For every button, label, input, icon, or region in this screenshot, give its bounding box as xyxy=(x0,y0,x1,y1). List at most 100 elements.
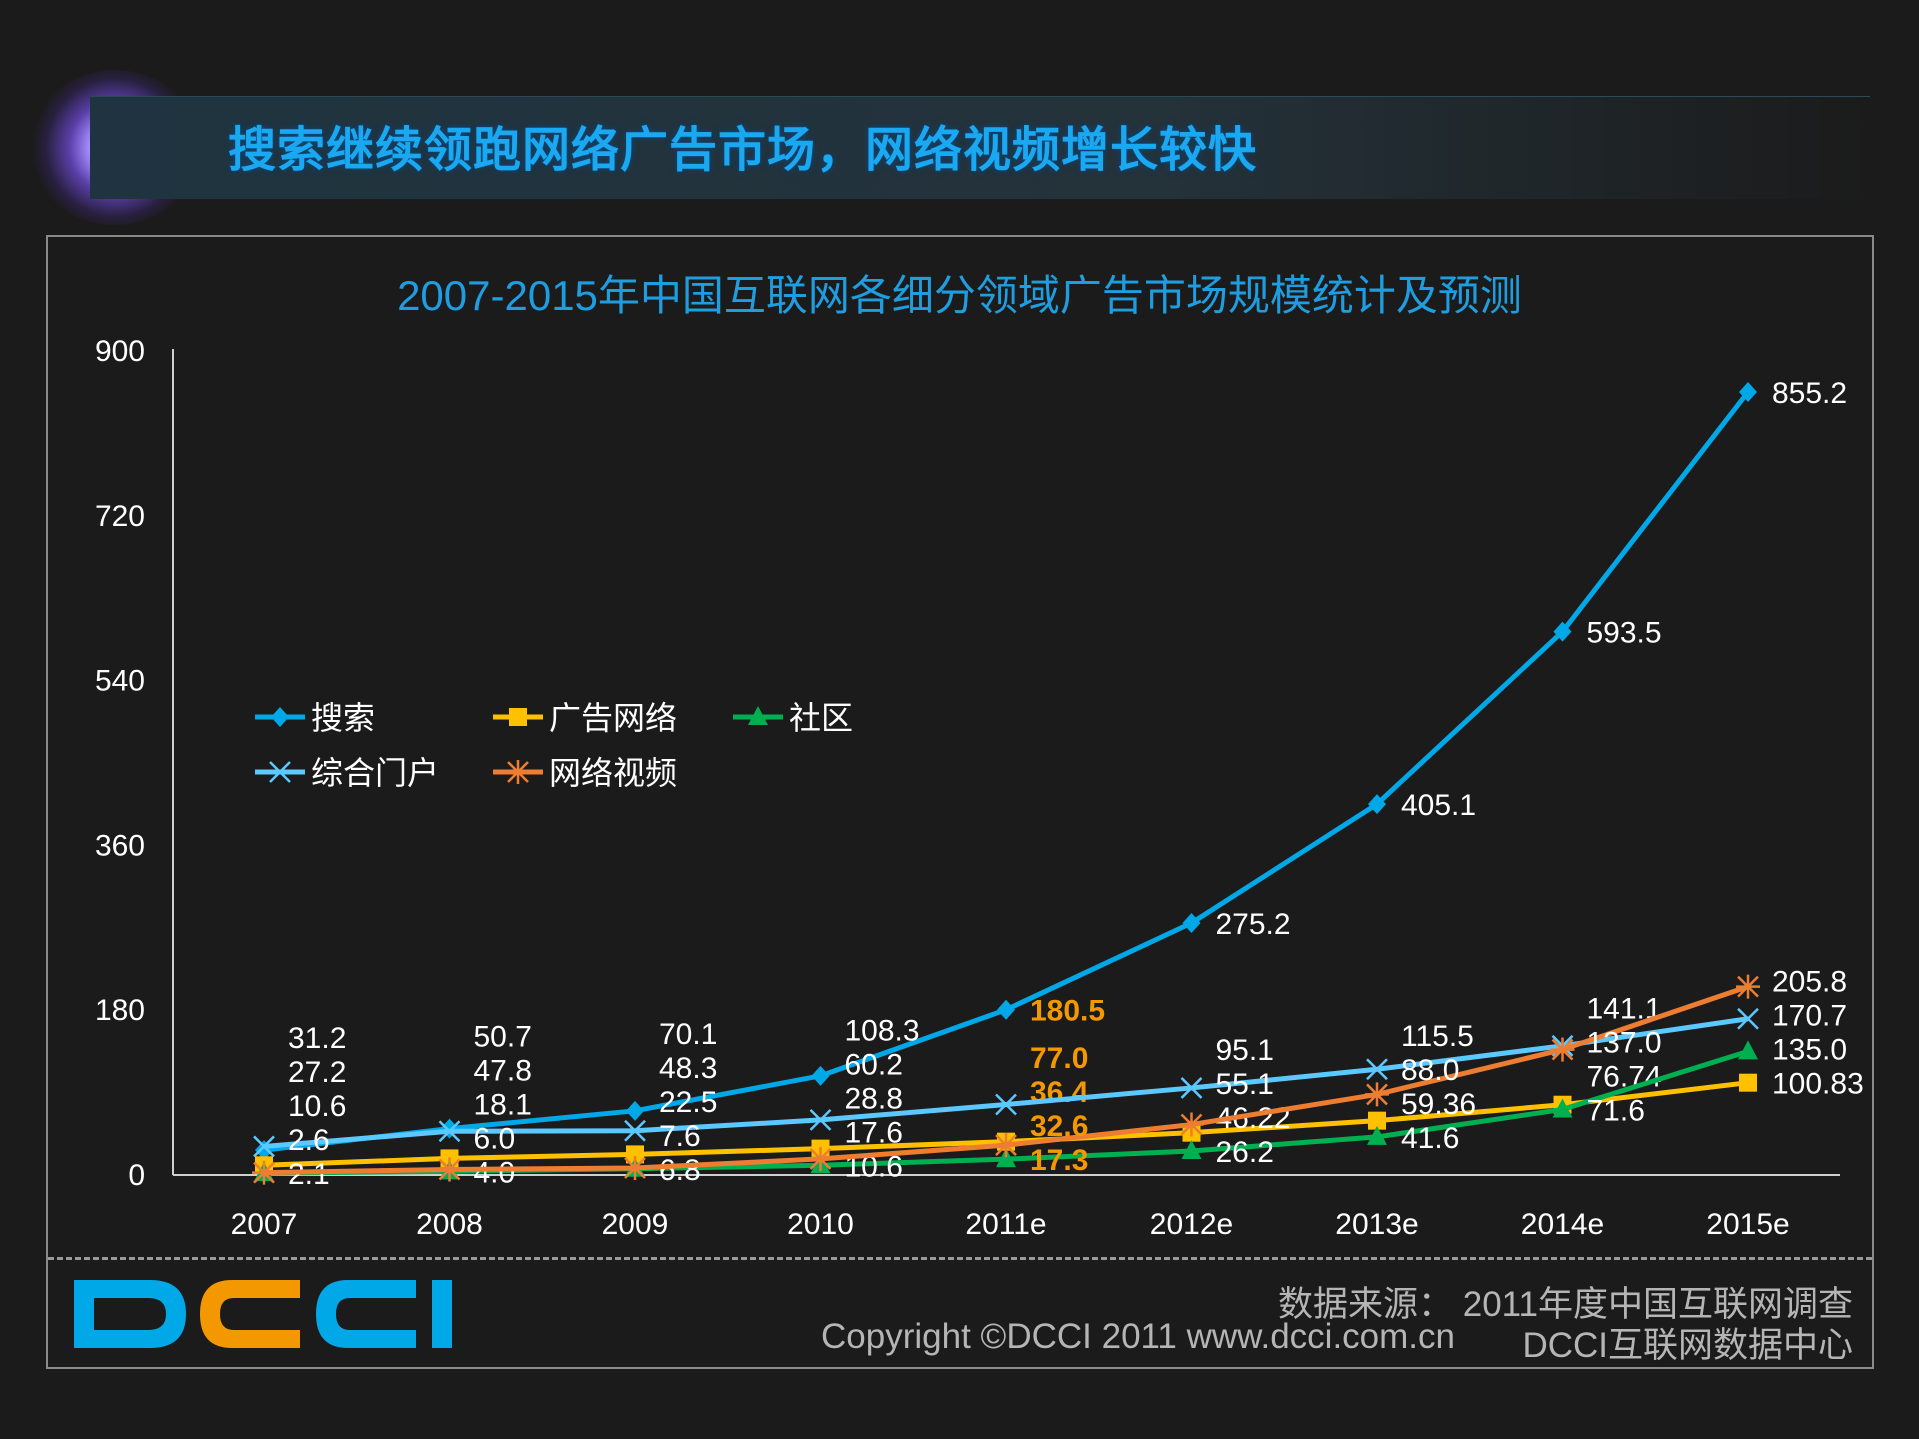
data-label: 137.0 xyxy=(1587,1026,1662,1059)
data-label: 48.3 xyxy=(659,1052,717,1085)
data-point xyxy=(252,1160,276,1185)
legend-marker xyxy=(506,760,530,784)
data-point xyxy=(1181,1140,1202,1160)
data-point xyxy=(623,1156,647,1181)
data-label: 205.8 xyxy=(1772,966,1847,999)
legend-item: 广告网络 xyxy=(493,700,677,736)
x-tick-label: 2007 xyxy=(231,1208,298,1241)
x-tick-label: 2013e xyxy=(1335,1208,1418,1241)
data-point xyxy=(994,1133,1018,1158)
x-tick-label: 2015e xyxy=(1706,1208,1789,1241)
data-label: 77.0 xyxy=(1030,1042,1088,1075)
data-label: 17.6 xyxy=(845,1116,903,1149)
data-point xyxy=(997,999,1015,1020)
legend-item: 社区 xyxy=(733,700,853,736)
legend-item: 综合门户 xyxy=(255,755,439,791)
data-label: 88.0 xyxy=(1401,1054,1459,1087)
x-tick-label: 2009 xyxy=(602,1208,669,1241)
data-label: 18.1 xyxy=(474,1088,532,1121)
data-point xyxy=(996,1148,1016,1168)
y-tick-label: 720 xyxy=(95,500,145,533)
data-point xyxy=(1368,1111,1386,1130)
data-point xyxy=(1180,1077,1203,1099)
data-point xyxy=(1553,621,1572,642)
y-tick-label: 540 xyxy=(95,665,145,698)
data-label: 180.5 xyxy=(1030,995,1105,1028)
data-label: 36.4 xyxy=(1030,1076,1089,1109)
data-point xyxy=(437,1157,462,1182)
data-point xyxy=(1739,1073,1757,1092)
x-tick-label: 2008 xyxy=(416,1208,483,1241)
title-banner xyxy=(90,96,1870,199)
data-label: 70.1 xyxy=(659,1018,717,1051)
legend-item: 搜索 xyxy=(255,700,375,736)
data-label: 55.1 xyxy=(1216,1068,1274,1101)
data-label: 28.8 xyxy=(845,1082,903,1115)
data-point xyxy=(253,1135,275,1158)
y-tick-label: 180 xyxy=(95,994,145,1027)
data-point xyxy=(624,1119,646,1142)
data-label: 108.3 xyxy=(845,1014,920,1047)
data-point xyxy=(809,1108,832,1131)
data-label: 6.0 xyxy=(474,1122,516,1155)
data-label: 6.8 xyxy=(659,1154,701,1187)
chart-title: 2007-2015年中国互联网各细分领域广告市场规模统计及预测 xyxy=(397,272,1522,319)
data-point xyxy=(1365,1082,1389,1107)
organization: DCCI互联网数据中心 xyxy=(1522,1326,1853,1365)
data-label: 50.7 xyxy=(474,1020,532,1053)
data-point xyxy=(1367,1125,1387,1145)
data-label: 135.0 xyxy=(1772,1034,1847,1067)
y-tick-label: 360 xyxy=(95,829,145,862)
data-point xyxy=(1552,1098,1573,1118)
data-point xyxy=(1736,974,1760,999)
data-point xyxy=(1739,382,1757,403)
chart-frame xyxy=(46,235,1874,1369)
legend-marker xyxy=(271,707,289,727)
data-point xyxy=(1550,1037,1575,1062)
data-label: 27.2 xyxy=(288,1056,346,1089)
legend-item: 网络视频 xyxy=(493,755,677,791)
copyright: Copyright ©DCCI 2011 www.dcci.com.cn xyxy=(821,1317,1455,1356)
data-label: 31.2 xyxy=(288,1022,346,1055)
data-label: 32.6 xyxy=(1030,1110,1088,1143)
data-label: 115.5 xyxy=(1401,1020,1474,1053)
data-point xyxy=(1179,1112,1204,1137)
legend-label: 搜索 xyxy=(311,700,375,736)
x-tick-label: 2011e xyxy=(965,1208,1046,1241)
data-label: 100.83 xyxy=(1772,1068,1864,1101)
legend-marker xyxy=(269,761,291,783)
data-point xyxy=(1738,1040,1758,1060)
legend-label: 广告网络 xyxy=(549,700,677,736)
data-point xyxy=(1737,1007,1759,1030)
data-label: 170.7 xyxy=(1772,1000,1847,1033)
page-title: 搜索继续领跑网络广告市场，网络视频增长较快 xyxy=(228,124,1258,177)
data-label: 95.1 xyxy=(1216,1034,1274,1067)
legend-label: 社区 xyxy=(789,700,853,736)
y-tick-label: 0 xyxy=(128,1159,145,1192)
data-point xyxy=(626,1100,644,1121)
data-label: 405.1 xyxy=(1401,789,1476,822)
data-label: 22.5 xyxy=(659,1086,717,1119)
data-label: 10.6 xyxy=(288,1090,346,1123)
data-label: 17.3 xyxy=(1030,1144,1088,1177)
data-point xyxy=(1366,1058,1388,1081)
data-label: 47.8 xyxy=(474,1054,532,1087)
data-label: 7.6 xyxy=(659,1120,701,1153)
data-label: 41.6 xyxy=(1401,1122,1459,1155)
data-point xyxy=(808,1146,833,1171)
x-tick-label: 2014e xyxy=(1521,1208,1604,1241)
legend-marker xyxy=(748,706,768,725)
legend-marker xyxy=(509,708,527,726)
dcci-logo xyxy=(74,1280,452,1348)
data-label: 275.2 xyxy=(1216,908,1291,941)
data-point xyxy=(438,1120,461,1143)
data-point xyxy=(811,1065,830,1086)
x-tick-label: 2012e xyxy=(1150,1208,1233,1241)
data-label: 855.2 xyxy=(1772,377,1847,410)
series-4: 2.6 6.0 7.6 17.6 32.6 55.1 88.0 137.0 205.8 xyxy=(252,966,1847,1185)
data-label: 71.6 xyxy=(1587,1094,1645,1127)
x-tick-label: 2010 xyxy=(787,1208,854,1241)
data-label: 4.0 xyxy=(474,1156,516,1189)
